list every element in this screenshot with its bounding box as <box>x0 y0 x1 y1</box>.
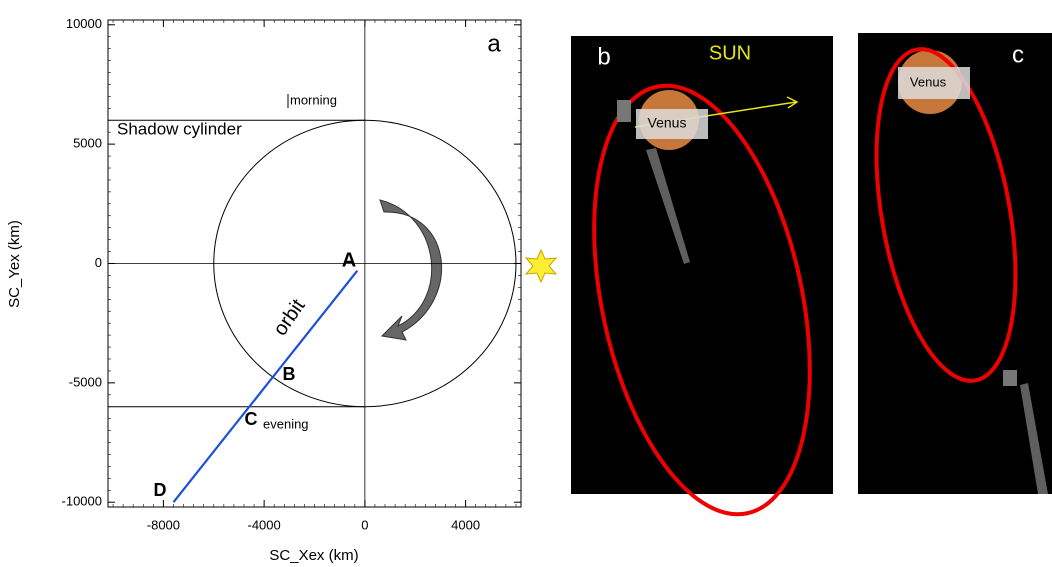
x-tick-label: -4000 <box>248 517 281 532</box>
annotation: Shadow cylinder <box>117 119 242 138</box>
sun-icon <box>524 248 558 284</box>
y-tick-label: -10000 <box>62 494 102 509</box>
orbit-line <box>172 269 359 503</box>
y-tick-label: -5000 <box>69 374 102 389</box>
panel-label: a <box>487 30 501 57</box>
x-tick-label: 4000 <box>451 517 480 532</box>
annotation: morning <box>290 92 337 107</box>
y-tick-label: 0 <box>95 255 102 270</box>
panel-label: c <box>1012 41 1024 68</box>
x-tick-label: -8000 <box>147 517 180 532</box>
panel-label: b <box>597 43 610 70</box>
x-tick-label: 0 <box>361 517 368 532</box>
annotation: evening <box>263 416 309 431</box>
y-axis-title: SC_Yex (km) <box>6 220 23 308</box>
y-tick-label: 10000 <box>66 16 102 31</box>
panel-c: c Venus <box>858 33 1052 494</box>
series-label: orbit <box>269 295 310 340</box>
x-axis-title: SC_Xex (km) <box>269 547 358 564</box>
annotation: B <box>283 364 296 384</box>
annotation: C <box>245 409 258 429</box>
sun-label: SUN <box>709 42 751 64</box>
annotation: A <box>342 249 356 271</box>
panel-b: b SUN Venus <box>571 36 833 517</box>
rotation-arrow <box>379 199 443 341</box>
y-tick-label: 5000 <box>73 136 102 151</box>
annotation: D <box>154 480 167 500</box>
venus-label: Venus <box>648 115 687 131</box>
venus-label: Venus <box>910 74 947 89</box>
